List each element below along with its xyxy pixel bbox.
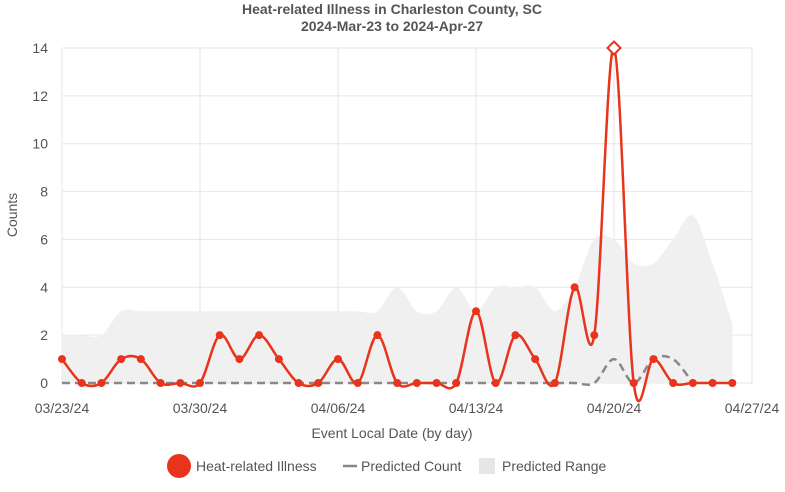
heat-illness-point[interactable] [294,379,303,387]
observed-series-group [58,40,737,403]
x-axis-ticks: 03/23/24 03/30/24 04/06/24 04/13/24 04/20/24… [35,400,780,416]
y-axis-ticks: 0 2 4 6 8 10 12 14 [32,40,48,391]
y-tick-label: 12 [32,88,48,104]
predicted-count-line-group [62,354,694,387]
heat-illness-point[interactable] [58,355,66,364]
heat-illness-point[interactable] [708,379,717,387]
heat-illness-point[interactable] [255,331,264,340]
x-tick-label: 04/06/24 [311,400,366,416]
heat-illness-point[interactable] [334,355,342,364]
heat-illness-point[interactable] [412,379,421,387]
heat-illness-point[interactable] [550,379,559,387]
heat-illness-point[interactable] [196,379,204,387]
heat-illness-point[interactable] [77,379,86,387]
y-tick-label: 10 [32,136,48,152]
x-tick-label: 03/30/24 [173,400,228,416]
chart-title: Heat-related Illness in Charleston Count… [242,1,542,17]
legend-label-predicted-range: Predicted Range [502,458,607,474]
heat-illness-point[interactable] [117,355,126,364]
x-tick-label: 03/23/24 [35,400,90,416]
heat-illness-point[interactable] [669,379,678,387]
y-tick-label: 2 [40,327,48,343]
heat-illness-point[interactable] [649,355,658,364]
y-axis-title: Counts [4,193,20,237]
legend-swatch-predicted-range [479,458,495,474]
heat-illness-point[interactable] [156,379,165,387]
legend[interactable]: Heat-related Illness Predicted Count Predi… [167,454,607,478]
heat-illness-point[interactable] [570,283,579,292]
heat-illness-point[interactable] [314,379,323,387]
predicted-count-line [62,354,694,387]
heat-illness-point[interactable] [97,379,106,387]
heat-illness-point[interactable] [353,379,362,387]
heat-illness-point[interactable] [136,355,145,364]
legend-item-heat-illness[interactable]: Heat-related Illness [167,454,317,478]
legend-swatch-heat-illness [167,454,191,478]
legend-label-heat-illness: Heat-related Illness [196,458,317,474]
y-tick-label: 0 [40,375,48,391]
gridlines [61,47,753,384]
heat-illness-point[interactable] [452,379,461,387]
heat-illness-point[interactable] [511,331,520,340]
heat-illness-point[interactable] [274,355,283,364]
heat-illness-point[interactable] [235,355,244,364]
heat-illness-point[interactable] [728,379,737,387]
alert-diamond-marker[interactable] [606,40,622,56]
heat-illness-point[interactable] [688,379,697,387]
legend-item-predicted-range[interactable]: Predicted Range [479,458,607,474]
heat-illness-point[interactable] [472,307,480,316]
heat-illness-point[interactable] [491,379,500,387]
legend-label-predicted-count: Predicted Count [361,458,462,474]
y-tick-label: 14 [32,40,48,56]
x-axis-title: Event Local Date (by day) [311,425,472,441]
heat-illness-point[interactable] [373,331,382,340]
y-tick-label: 4 [40,279,48,295]
heat-illness-point[interactable] [215,331,224,340]
heat-illness-point[interactable] [590,331,599,340]
x-tick-label: 04/13/24 [449,400,504,416]
x-tick-label: 04/27/24 [725,400,780,416]
heat-illness-point[interactable] [176,379,185,387]
heat-illness-point[interactable] [531,355,540,364]
legend-item-predicted-count[interactable]: Predicted Count [343,458,462,474]
y-tick-label: 8 [40,184,48,200]
heat-illness-point[interactable] [629,379,638,387]
x-tick-label: 04/20/24 [587,400,642,416]
heat-illness-point[interactable] [432,379,441,387]
y-tick-label: 6 [40,231,48,247]
chart-subtitle: 2024-Mar-23 to 2024-Apr-27 [301,18,483,34]
heat-illness-point[interactable] [393,379,402,387]
